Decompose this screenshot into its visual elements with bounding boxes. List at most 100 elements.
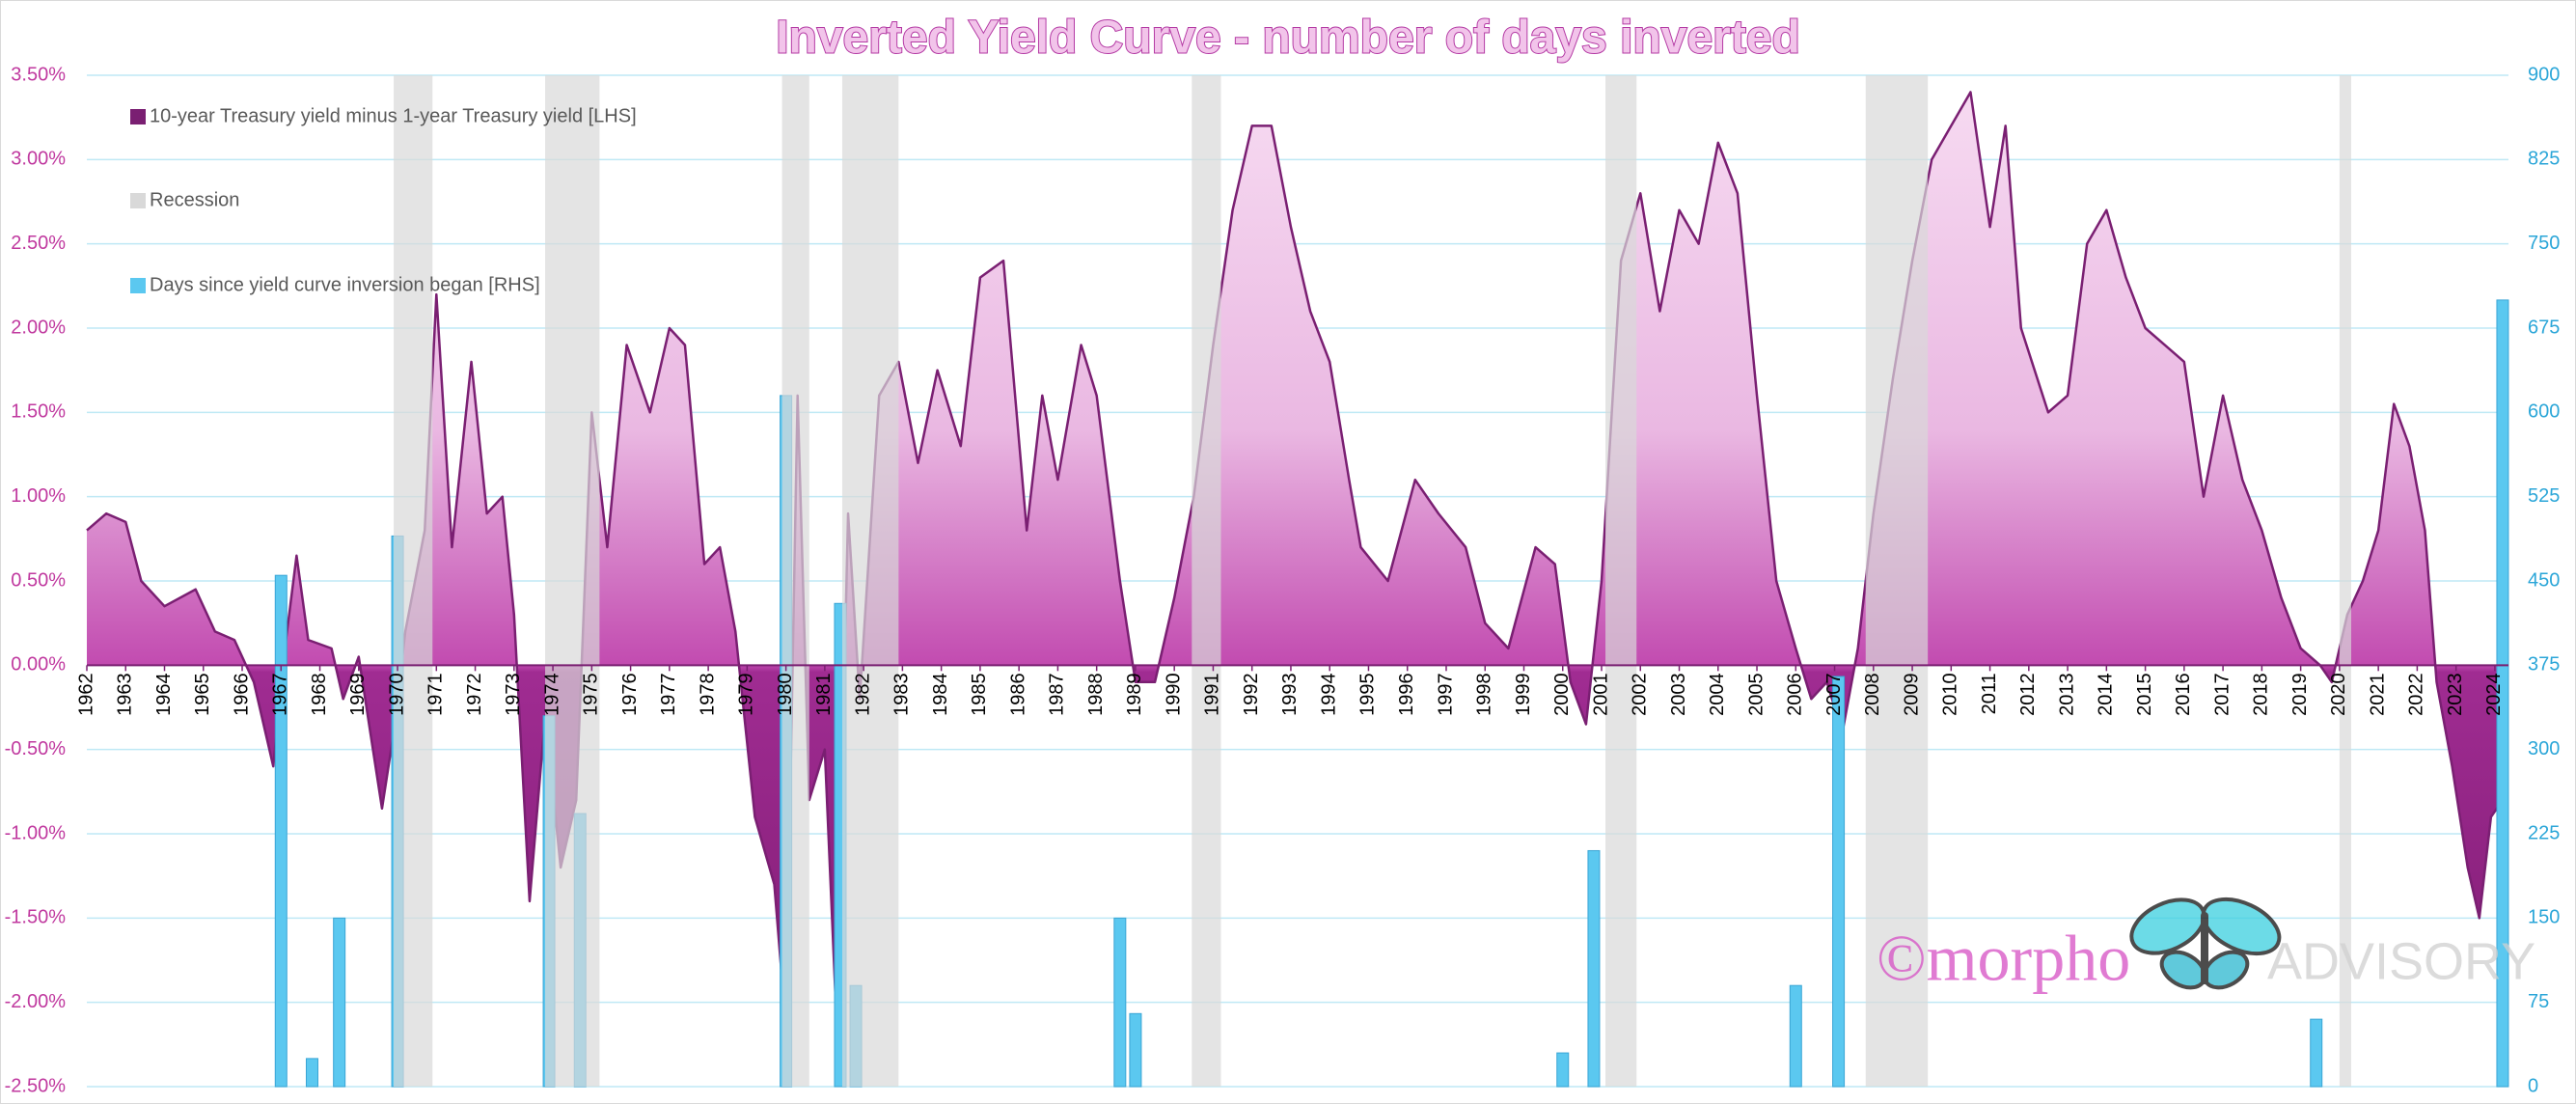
x-tick-label: 1999 bbox=[1513, 673, 1534, 716]
x-tick-label: 1973 bbox=[503, 673, 524, 716]
recession-band bbox=[2339, 75, 2351, 1087]
x-tick-label: 1980 bbox=[775, 673, 796, 716]
bar bbox=[1789, 984, 1802, 1088]
y-tick-label: 3.00% bbox=[11, 149, 66, 170]
legend-label: Recession bbox=[150, 189, 239, 210]
legend-label: 10-year Treasury yield minus 1-year Trea… bbox=[150, 105, 637, 126]
x-tick-label: 1966 bbox=[231, 673, 252, 716]
x-tick-label: 2017 bbox=[2211, 673, 2233, 716]
y-tick-label: -1.00% bbox=[5, 822, 67, 843]
x-tick-label: 1983 bbox=[891, 673, 913, 716]
x-tick-label: 2024 bbox=[2483, 673, 2505, 716]
recession-band bbox=[1192, 75, 1221, 1087]
y2-tick-label: 675 bbox=[2528, 317, 2560, 338]
y-tick-label: -2.00% bbox=[5, 991, 67, 1012]
bar bbox=[2496, 299, 2509, 1088]
bar bbox=[1129, 1012, 1142, 1088]
x-tick-label: 2014 bbox=[2096, 673, 2117, 716]
bar bbox=[1556, 1052, 1570, 1088]
y2-tick-label: 300 bbox=[2528, 738, 2560, 759]
recession-band bbox=[781, 75, 809, 1087]
x-tick-label: 1964 bbox=[153, 673, 175, 716]
y-tick-label: -1.50% bbox=[5, 907, 67, 928]
recession-band bbox=[1865, 75, 1929, 1087]
y-tick-label: 3.50% bbox=[11, 64, 66, 85]
x-tick-label: 1963 bbox=[115, 673, 136, 716]
x-tick-label: 2002 bbox=[1630, 673, 1651, 716]
x-tick-label: 1985 bbox=[969, 673, 990, 716]
x-tick-label: 2000 bbox=[1551, 673, 1573, 716]
mid-layer bbox=[274, 75, 2509, 1088]
x-tick-label: 1986 bbox=[1007, 673, 1028, 716]
x-tick-label: 2012 bbox=[2017, 673, 2039, 716]
x-tick-label: 1975 bbox=[581, 673, 602, 716]
x-tick-label: 1997 bbox=[1435, 673, 1456, 716]
x-tick-label: 1998 bbox=[1474, 673, 1495, 716]
x-tick-label: 1984 bbox=[930, 673, 951, 716]
x-tick-label: 2007 bbox=[1823, 673, 1845, 716]
x-tick-label: 2018 bbox=[2251, 673, 2272, 716]
y2-tick-label: 375 bbox=[2528, 654, 2560, 676]
y-tick-label: 1.50% bbox=[11, 401, 66, 423]
watermark-text: ADVISORY bbox=[2267, 932, 2535, 990]
x-tick-label: 1974 bbox=[541, 673, 562, 716]
legend-marker bbox=[130, 193, 146, 208]
x-tick-label: 2003 bbox=[1668, 673, 1689, 716]
y2-tick-label: 150 bbox=[2528, 907, 2560, 928]
x-tick-label: 1962 bbox=[75, 673, 96, 716]
x-tick-label: 1981 bbox=[813, 673, 835, 716]
x-tick-label: 1996 bbox=[1396, 673, 1417, 716]
x-tick-label: 1972 bbox=[464, 673, 485, 716]
y2-tick-label: 750 bbox=[2528, 233, 2560, 254]
x-tick-label: 2022 bbox=[2406, 673, 2427, 716]
x-tick-label: 1971 bbox=[425, 673, 447, 716]
x-tick-label: 2013 bbox=[2056, 673, 2077, 716]
back-layer bbox=[86, 74, 2508, 1088]
y2-tick-label: 900 bbox=[2528, 64, 2560, 85]
y2-tick-label: 525 bbox=[2528, 485, 2560, 507]
x-tick-label: 2011 bbox=[1979, 673, 2000, 714]
bar bbox=[1587, 849, 1601, 1088]
y-tick-label: 1.00% bbox=[11, 485, 66, 507]
x-tick-label: 1978 bbox=[697, 673, 718, 716]
x-tick-label: 1979 bbox=[736, 673, 757, 716]
x-tick-label: 2005 bbox=[1745, 673, 1767, 716]
y2-tick-label: 600 bbox=[2528, 401, 2560, 423]
x-tick-label: 1977 bbox=[658, 673, 679, 716]
x-tick-label: 1989 bbox=[1124, 673, 1145, 716]
x-tick-label: 2009 bbox=[1901, 673, 1922, 716]
y-tick-label: 0.50% bbox=[11, 569, 66, 591]
legend-marker bbox=[130, 109, 146, 124]
x-tick-label: 1987 bbox=[1047, 673, 1068, 716]
chart-title: Inverted Yield Curve - number of days in… bbox=[776, 13, 1800, 64]
butterfly-logo bbox=[2129, 897, 2282, 990]
x-tick-label: 1993 bbox=[1279, 673, 1301, 716]
y2-tick-label: 825 bbox=[2528, 149, 2560, 170]
y-tick-label: 0.00% bbox=[11, 654, 66, 676]
recession-band bbox=[1605, 75, 1637, 1087]
x-tick-label: 2008 bbox=[1862, 673, 1883, 716]
area-line bbox=[86, 91, 2504, 1030]
recession-band bbox=[841, 75, 899, 1087]
x-tick-label: 2001 bbox=[1590, 673, 1611, 716]
bar bbox=[2310, 1018, 2323, 1088]
x-tick-label: 2023 bbox=[2445, 673, 2466, 716]
y2-tick-label: 225 bbox=[2528, 822, 2560, 843]
watermark-text: ©morpho bbox=[1877, 922, 2130, 995]
x-tick-label: 2021 bbox=[2367, 673, 2388, 716]
x-tick-label: 2016 bbox=[2173, 673, 2194, 716]
x-tick-label: 1988 bbox=[1085, 673, 1107, 716]
bar bbox=[1832, 676, 1846, 1088]
legend-label: Days since yield curve inversion began [… bbox=[150, 274, 540, 295]
y-tick-label: 2.00% bbox=[11, 317, 66, 338]
x-tick-label: 1994 bbox=[1318, 673, 1339, 716]
x-tick-label: 1991 bbox=[1202, 673, 1223, 716]
x-tick-label: 1990 bbox=[1163, 673, 1184, 716]
y2-tick-label: 0 bbox=[2528, 1075, 2538, 1096]
x-tick-label: 1995 bbox=[1357, 673, 1379, 716]
y2-tick-label: 450 bbox=[2528, 569, 2560, 591]
x-tick-label: 1965 bbox=[192, 673, 213, 716]
x-tick-label: 1992 bbox=[1241, 673, 1262, 716]
y2-tick-label: 75 bbox=[2528, 991, 2549, 1012]
front-layer: 3.50% 3.00% 2.50% 2.00% 1.50% 1.00% 0.50% 0.00%… bbox=[5, 64, 2561, 1096]
